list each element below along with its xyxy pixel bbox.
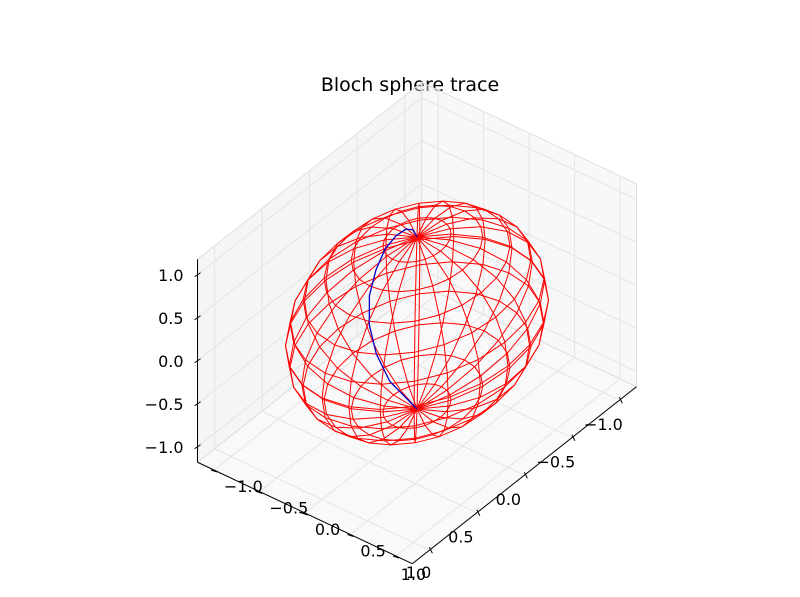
y-axis-line bbox=[197, 461, 413, 565]
sphere-parallel bbox=[302, 290, 532, 442]
z-tick-label: −1.0 bbox=[145, 438, 184, 457]
z-tick-mark bbox=[194, 444, 201, 450]
y-tick-mark bbox=[301, 512, 309, 516]
z-tick-label: 0.5 bbox=[158, 309, 183, 328]
x-tick-label: 0.0 bbox=[496, 490, 521, 509]
y-tick-mark bbox=[347, 534, 354, 537]
trace-group bbox=[368, 228, 418, 410]
axes-gridlines bbox=[197, 90, 637, 557]
z-tick-mark bbox=[194, 358, 201, 364]
x-axis-line bbox=[411, 386, 637, 565]
z-tick-mark bbox=[194, 401, 201, 407]
x-tick-label: −0.5 bbox=[536, 453, 575, 472]
axes-ticks: −1.0−0.50.00.51.01.00.50.0−0.5−1.0−1.0−0… bbox=[145, 266, 623, 584]
sphere-parallel bbox=[350, 204, 484, 293]
sphere-parallel bbox=[382, 217, 452, 263]
y-tick-label: −1.0 bbox=[224, 477, 263, 496]
z-tick-mark bbox=[194, 315, 201, 321]
x-tick-mark bbox=[476, 509, 481, 516]
x-tick-label: 0.5 bbox=[448, 528, 473, 547]
gridline-z-wall-xz bbox=[197, 140, 423, 319]
y-tick-mark bbox=[392, 555, 400, 559]
gridline-z-wall-xz bbox=[197, 183, 423, 362]
gridline-x-floor bbox=[214, 448, 430, 551]
sphere-parallel bbox=[323, 200, 511, 324]
chart-title: Bloch sphere trace bbox=[321, 74, 499, 96]
sphere-parallel bbox=[289, 261, 545, 430]
gridline-z-wall-yz bbox=[421, 140, 637, 243]
x-tick-mark bbox=[523, 471, 528, 479]
axes-panes bbox=[196, 81, 638, 565]
z-tick-label: 1.0 bbox=[158, 266, 183, 285]
sphere-parallel bbox=[284, 235, 550, 411]
z-tick-mark bbox=[194, 272, 201, 278]
x-tick-label: −1.0 bbox=[584, 415, 623, 434]
y-tick-mark bbox=[256, 491, 263, 494]
x-tick-mark bbox=[571, 434, 576, 441]
sphere-parallel bbox=[323, 322, 511, 446]
x-tick-mark bbox=[618, 396, 623, 404]
gridline-y-floor bbox=[395, 378, 621, 557]
sphere-parallel bbox=[350, 353, 484, 442]
gridline-y-floor bbox=[350, 357, 575, 535]
x-tick-mark bbox=[428, 546, 433, 554]
z-tick-label: −0.5 bbox=[145, 395, 184, 414]
y-tick-label: 0.0 bbox=[315, 520, 340, 539]
gridline-x-floor bbox=[261, 410, 478, 514]
x-tick-label: 1.0 bbox=[401, 565, 426, 584]
y-tick-label: 0.5 bbox=[360, 541, 385, 560]
y-tick-label: −0.5 bbox=[269, 498, 308, 517]
gridline-z-wall-yz bbox=[421, 183, 637, 286]
trace-line bbox=[368, 228, 418, 410]
z-tick-label: 0.0 bbox=[158, 352, 183, 371]
gridline-y-floor bbox=[304, 335, 530, 514]
y-tick-mark bbox=[210, 469, 218, 473]
gridline-z-wall-xz bbox=[197, 97, 423, 276]
sphere-parallel bbox=[289, 216, 545, 385]
sphere-parallel bbox=[382, 383, 452, 429]
gridline-z-wall-yz bbox=[421, 97, 637, 200]
y-tick-label: 1.0 bbox=[406, 563, 431, 582]
